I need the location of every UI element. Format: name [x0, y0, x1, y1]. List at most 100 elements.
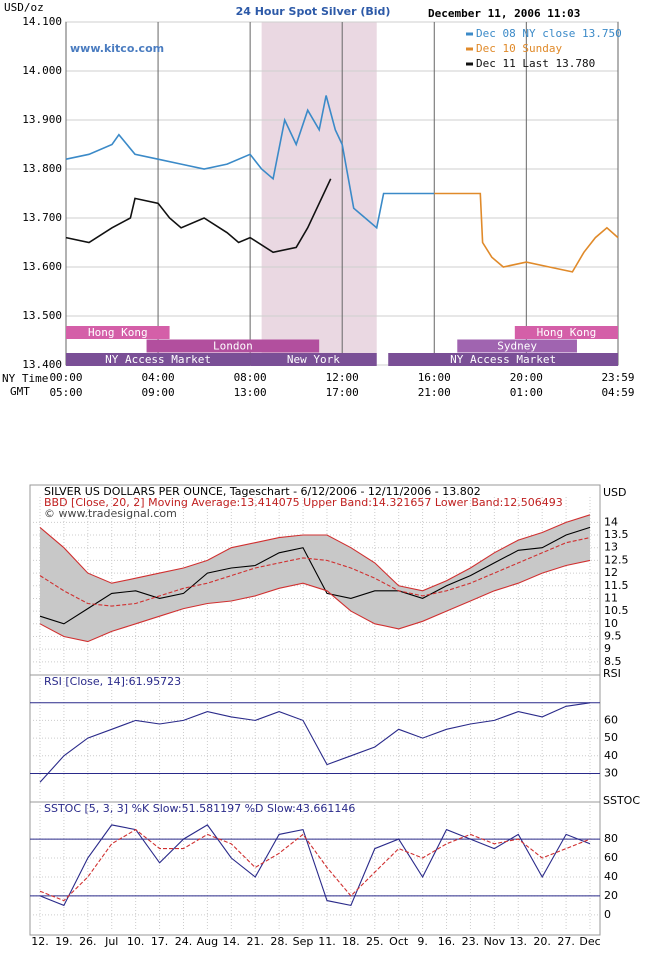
legend-label: Dec 08 NY close 13.750 — [476, 27, 622, 40]
panel-axis-label: RSI — [603, 667, 621, 680]
x2-tick-label: 04:59 — [601, 386, 634, 399]
session-band — [388, 353, 618, 366]
legend-label: Dec 11 Last 13.780 — [476, 57, 595, 70]
x-tick-label: 10. — [127, 935, 145, 948]
chart-title: 24 Hour Spot Silver (Bid) — [236, 5, 391, 18]
x2-tick-label: 09:00 — [142, 386, 175, 399]
x-tick-label: Oct — [389, 935, 409, 948]
session-label: Hong Kong — [88, 326, 148, 339]
y-tick-label: 13.600 — [22, 260, 62, 273]
x-tick-label: 28. — [270, 935, 288, 948]
session-band — [66, 353, 251, 366]
y-tick-label: 13.700 — [22, 211, 62, 224]
x-tick-label: 14. — [223, 935, 241, 948]
x-tick-label: 21. — [246, 935, 264, 948]
y-tick-label: 9 — [604, 642, 611, 655]
session-band — [514, 326, 618, 339]
x-tick-label: 23:59 — [601, 371, 634, 384]
session-band — [457, 339, 577, 353]
series-line — [39, 824, 591, 907]
x-tick-label: 27. — [557, 935, 575, 948]
series-line — [39, 526, 591, 625]
series-line — [65, 178, 332, 254]
session-label: NY Access Market — [450, 353, 556, 366]
y-tick-label: 60 — [604, 713, 618, 726]
x-tick-label: 26. — [79, 935, 97, 948]
x2-tick-label: 13:00 — [234, 386, 267, 399]
y-tick-label: 14.000 — [22, 64, 62, 77]
x2-tick-label: 05:00 — [49, 386, 82, 399]
y-tick-label: 10.5 — [604, 604, 629, 617]
y-tick-label: 13.500 — [22, 309, 62, 322]
x-tick-label: 04:00 — [142, 371, 175, 384]
y-tick-label: 9.5 — [604, 629, 622, 642]
series-line — [65, 95, 435, 230]
x-tick-label: Aug — [197, 935, 218, 948]
x2-tick-label: 17:00 — [326, 386, 359, 399]
y-tick-label: 13.900 — [22, 113, 62, 126]
panel-axis-label: SSTOC — [603, 794, 640, 807]
x-tick-label: 20:00 — [510, 371, 543, 384]
y-tick-label: 10 — [604, 617, 618, 630]
session-band — [146, 339, 320, 353]
y-tick-label: 50 — [604, 731, 618, 744]
highlight — [261, 22, 377, 365]
y-tick-label: 14.100 — [22, 15, 62, 28]
source: © www.tradesignal.com — [44, 507, 177, 520]
y-tick-label: 80 — [604, 832, 618, 845]
x2-axis-label: GMT — [10, 385, 30, 398]
x2-tick-label: 21:00 — [418, 386, 451, 399]
legend-label: Dec 10 Sunday — [476, 42, 562, 55]
y-tick-label: 40 — [604, 870, 618, 883]
series-line — [434, 192, 619, 273]
y-tick-label: 13.400 — [22, 358, 62, 371]
session-label: Sydney — [497, 340, 537, 353]
y-tick-label: 30 — [604, 766, 618, 779]
watermark: www.kitco.com — [70, 42, 164, 55]
x-tick-label: Nov — [484, 935, 506, 948]
series-line — [39, 537, 591, 607]
subtitle: December 11, 2006 11:03 — [428, 7, 580, 20]
y-tick-label: 12.5 — [604, 553, 629, 566]
band-fill — [40, 514, 590, 642]
series-line — [39, 702, 591, 783]
y-tick-label: 20 — [604, 889, 618, 902]
x-tick-label: 23. — [462, 935, 480, 948]
panel-header: BBD [Close, 20, 2] Moving Average:13.414… — [44, 496, 563, 509]
y-tick-label: 13.800 — [22, 162, 62, 175]
x-tick-label: 20. — [533, 935, 551, 948]
y-tick-label: 11.5 — [604, 579, 629, 592]
x-tick-label: 19. — [55, 935, 73, 948]
y-tick-label: 14 — [604, 515, 618, 528]
y-tick-label: 13 — [604, 541, 618, 554]
panel-header: RSI [Close, 14]:61.95723 — [44, 675, 181, 688]
session-band — [66, 326, 170, 339]
chart-title: SILVER US DOLLARS PER OUNCE, Tageschart … — [44, 485, 481, 498]
x-tick-label: 17. — [151, 935, 169, 948]
x-tick-label: 9. — [417, 935, 428, 948]
x-tick-label: 16:00 — [418, 371, 451, 384]
session-band — [250, 353, 377, 366]
x-tick-label: 16. — [438, 935, 456, 948]
y-tick-label: 0 — [604, 908, 611, 921]
x-tick-label: Dec — [579, 935, 600, 948]
x-tick-label: Jul — [104, 935, 118, 948]
panel-header: SSTOC [5, 3, 3] %K Slow:51.581197 %D Slo… — [44, 802, 355, 815]
x-tick-label: 25. — [366, 935, 384, 948]
session-label: Hong Kong — [537, 326, 597, 339]
x-tick-label: 13. — [510, 935, 528, 948]
x2-tick-label: 01:00 — [510, 386, 543, 399]
x-tick-label: 00:00 — [49, 371, 82, 384]
y-tick-label: 60 — [604, 851, 618, 864]
x-tick-label: 18. — [342, 935, 360, 948]
y-tick-label: 13.5 — [604, 528, 629, 541]
y-tick-label: 12 — [604, 566, 618, 579]
y-tick-label: 8.5 — [604, 655, 622, 668]
x-tick-label: 12:00 — [326, 371, 359, 384]
session-label: New York — [287, 353, 340, 366]
session-label: NY Access Market — [105, 353, 211, 366]
x-tick-label: 24. — [175, 935, 193, 948]
y-tick-label: 40 — [604, 749, 618, 762]
series-line — [39, 514, 591, 592]
